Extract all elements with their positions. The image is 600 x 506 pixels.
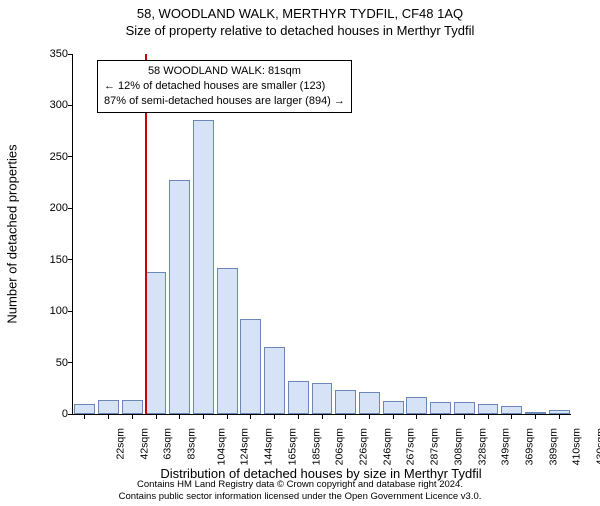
xtick-mark <box>250 414 251 419</box>
bar <box>264 347 285 414</box>
plot-region: 22sqm42sqm63sqm83sqm104sqm124sqm144sqm16… <box>72 54 571 415</box>
footer-line-2: Contains public sector information licen… <box>0 491 600 503</box>
bar <box>193 120 214 414</box>
bar <box>169 180 190 415</box>
xtick-label: 63sqm <box>162 428 174 460</box>
xtick-label: 349sqm <box>500 428 512 465</box>
xtick-label: 246sqm <box>381 428 393 465</box>
ytick-mark <box>68 156 73 157</box>
bar <box>312 383 333 414</box>
xtick-mark <box>488 414 489 419</box>
xtick-label: 287sqm <box>429 428 441 465</box>
xtick-label: 410sqm <box>571 428 583 465</box>
xtick-mark <box>156 414 157 419</box>
xtick-label: 42sqm <box>138 428 150 460</box>
footer-line-1: Contains HM Land Registry data © Crown c… <box>0 479 600 491</box>
xtick-mark <box>535 414 536 419</box>
xtick-mark <box>84 414 85 419</box>
xtick-label: 22sqm <box>114 428 126 460</box>
xtick-mark <box>464 414 465 419</box>
ytick-mark <box>68 362 73 363</box>
info-box-line: 87% of semi-detached houses are larger (… <box>104 94 345 109</box>
ytick-mark <box>68 259 73 260</box>
bar <box>454 402 475 414</box>
chart-area: 22sqm42sqm63sqm83sqm104sqm124sqm144sqm16… <box>72 54 570 414</box>
xtick-label: 144sqm <box>263 428 275 465</box>
bar <box>335 390 356 414</box>
y-axis-label: Number of detached properties <box>5 144 20 323</box>
xtick-mark <box>322 414 323 419</box>
ytick-mark <box>68 208 73 209</box>
xtick-mark <box>416 414 417 419</box>
ytick-label: 100 <box>50 305 68 317</box>
xtick-mark <box>511 414 512 419</box>
bar <box>74 404 95 414</box>
xtick-mark <box>203 414 204 419</box>
info-box-line: ← 12% of detached houses are smaller (12… <box>104 79 345 94</box>
ytick-label: 200 <box>50 202 68 214</box>
xtick-label: 83sqm <box>186 428 198 460</box>
xtick-label: 328sqm <box>476 428 488 465</box>
info-box: 58 WOODLAND WALK: 81sqm← 12% of detached… <box>97 60 352 113</box>
title-main: 58, WOODLAND WALK, MERTHYR TYDFIL, CF48 … <box>0 6 600 21</box>
bar <box>146 272 167 414</box>
ytick-mark <box>68 105 73 106</box>
bar <box>98 400 119 414</box>
xtick-label: 369sqm <box>523 428 535 465</box>
xtick-mark <box>298 414 299 419</box>
xtick-mark <box>393 414 394 419</box>
xtick-mark <box>274 414 275 419</box>
ytick-label: 250 <box>50 151 68 163</box>
ytick-label: 300 <box>50 99 68 111</box>
xtick-label: 165sqm <box>286 428 298 465</box>
xtick-mark <box>132 414 133 419</box>
xtick-mark <box>108 414 109 419</box>
xtick-label: 226sqm <box>357 428 369 465</box>
xtick-label: 206sqm <box>334 428 346 465</box>
xtick-label: 185sqm <box>310 428 322 465</box>
ytick-mark <box>68 414 73 415</box>
ytick-mark <box>68 311 73 312</box>
bar <box>430 402 451 414</box>
xtick-label: 430sqm <box>595 428 600 465</box>
title-sub: Size of property relative to detached ho… <box>0 23 600 38</box>
bar <box>383 401 404 414</box>
footer: Contains HM Land Registry data © Crown c… <box>0 479 600 503</box>
xtick-label: 267sqm <box>405 428 417 465</box>
xtick-label: 389sqm <box>547 428 559 465</box>
xtick-mark <box>369 414 370 419</box>
xtick-label: 104sqm <box>215 428 227 465</box>
xtick-mark <box>227 414 228 419</box>
xtick-mark <box>179 414 180 419</box>
xtick-mark <box>345 414 346 419</box>
xtick-mark <box>440 414 441 419</box>
bar <box>501 406 522 414</box>
ytick-label: 350 <box>50 48 68 60</box>
xtick-label: 308sqm <box>452 428 464 465</box>
bar <box>288 381 309 414</box>
ytick-label: 150 <box>50 254 68 266</box>
bar <box>122 400 143 414</box>
info-box-line: 58 WOODLAND WALK: 81sqm <box>104 64 345 79</box>
xtick-mark <box>559 414 560 419</box>
xtick-label: 124sqm <box>239 428 251 465</box>
ytick-label: 50 <box>56 357 68 369</box>
ytick-mark <box>68 54 73 55</box>
bar <box>240 319 261 414</box>
bar <box>478 404 499 414</box>
bar <box>406 397 427 414</box>
bar <box>217 268 238 414</box>
ytick-label: 0 <box>62 408 68 420</box>
bar <box>359 392 380 414</box>
